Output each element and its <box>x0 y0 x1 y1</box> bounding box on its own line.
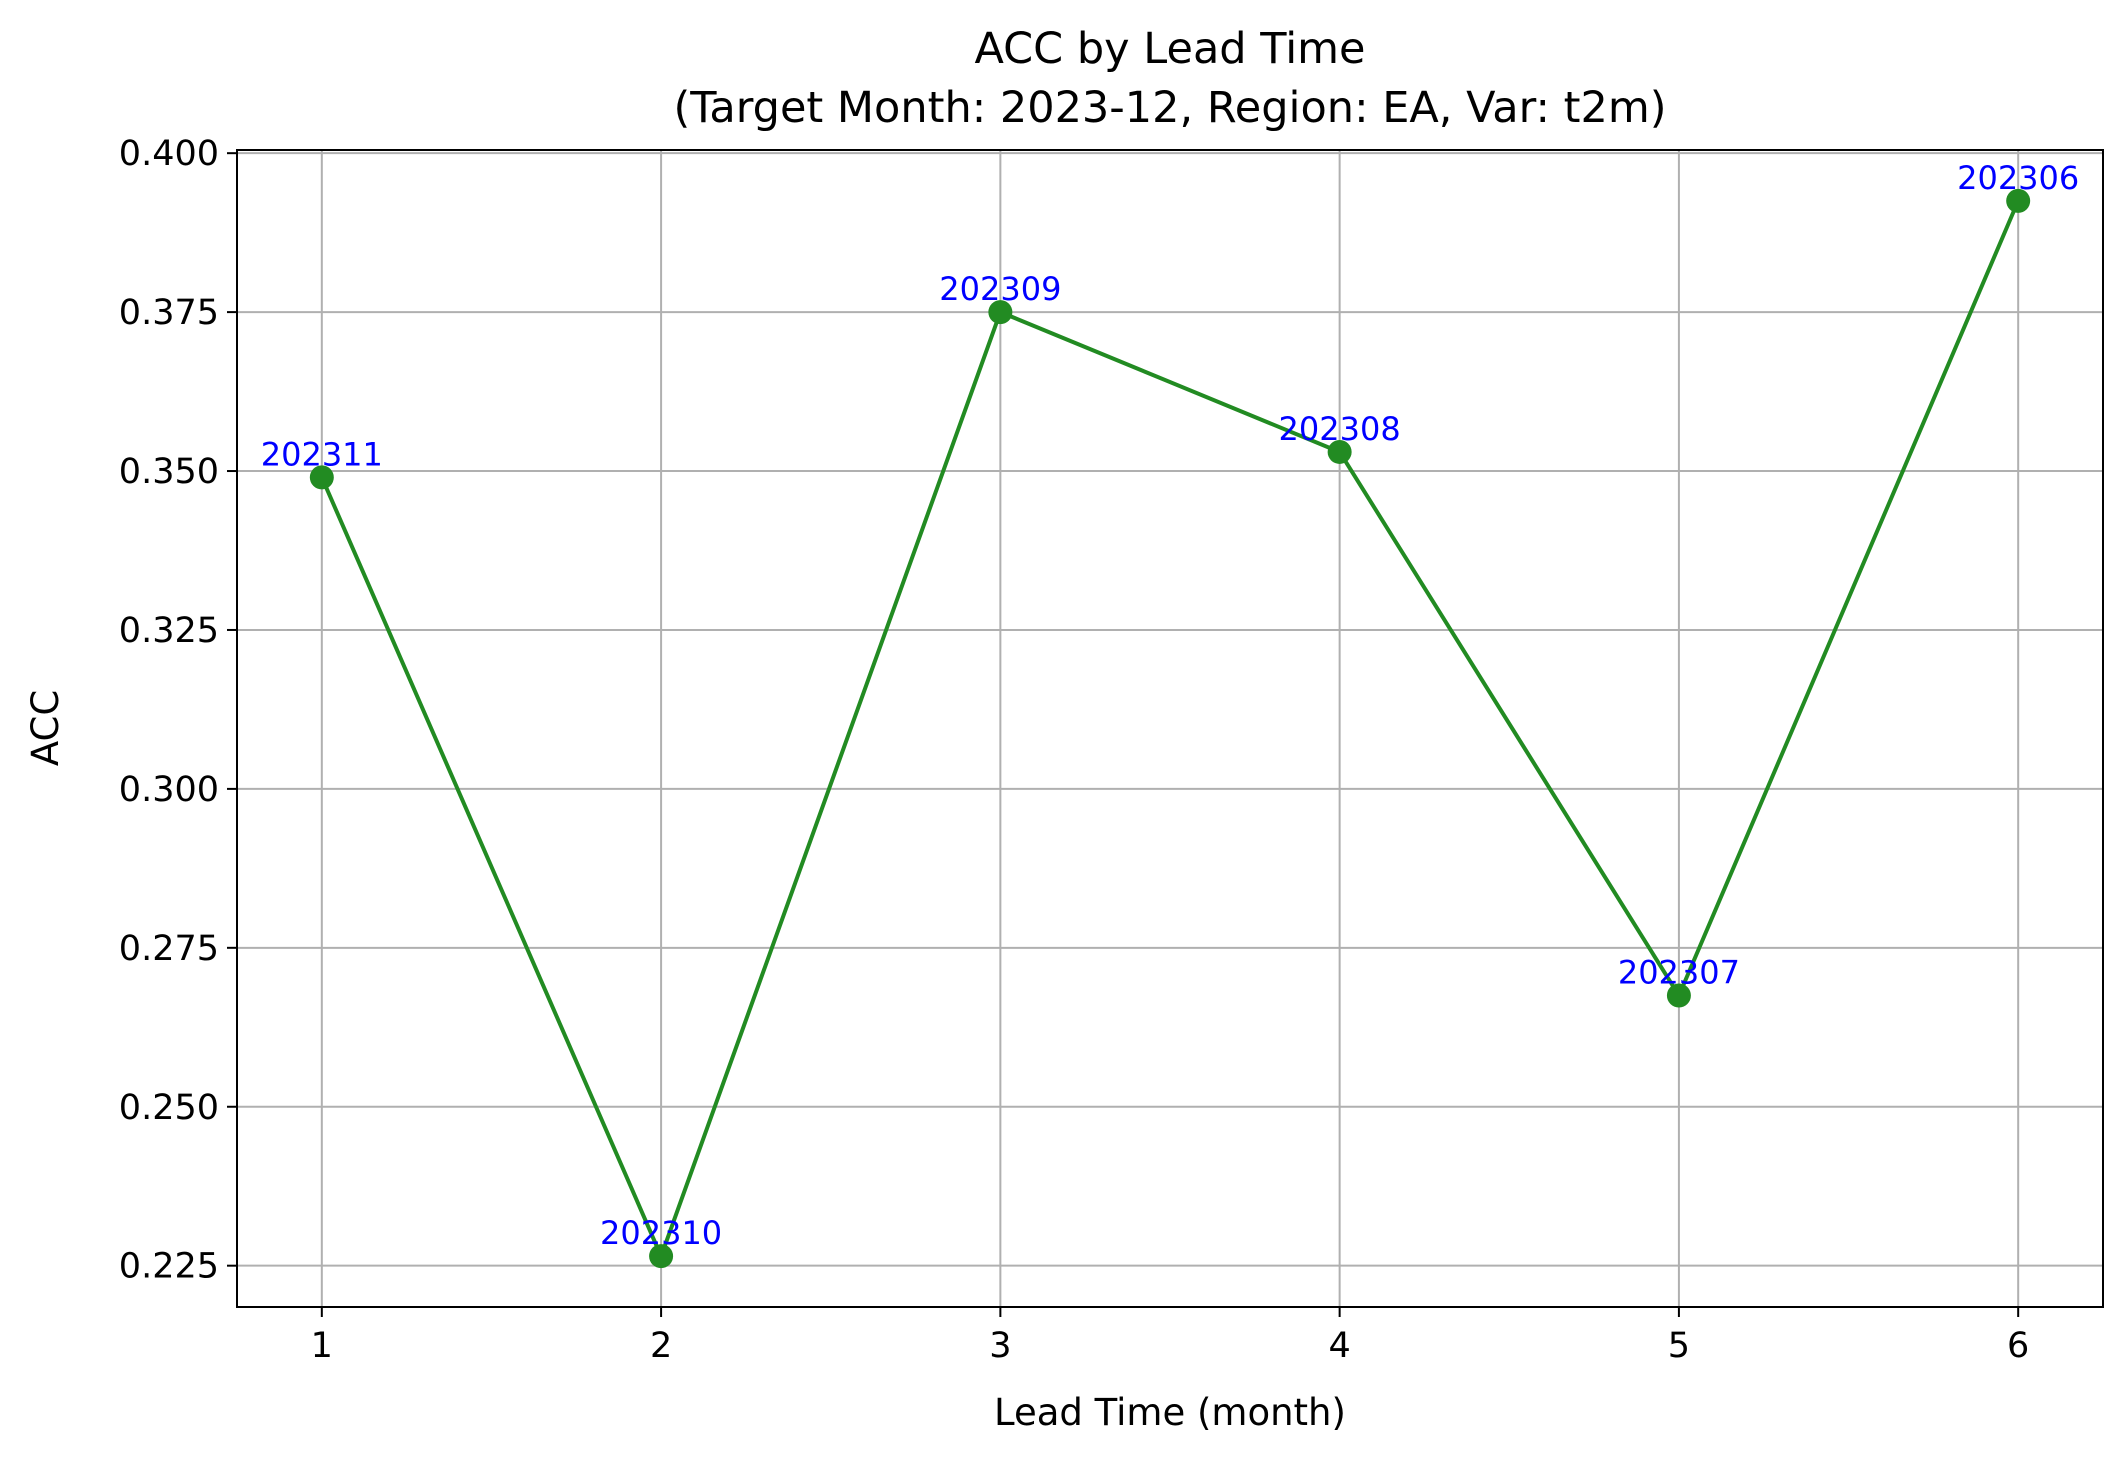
y-tick-label: 0.275 <box>119 929 219 969</box>
y-tick-label: 0.250 <box>119 1088 219 1128</box>
chart-title-line-2: (Target Month: 2023-12, Region: EA, Var:… <box>673 83 1666 133</box>
data-point <box>309 465 334 490</box>
data-point-label: 202307 <box>1618 954 1740 992</box>
axis-ticks: 1 2 3 4 5 6 0.225 0.250 0.275 0.300 0.325 0.350 0.37… <box>119 134 2030 1366</box>
x-tick-label: 1 <box>311 1326 333 1366</box>
y-tick-label: 0.400 <box>119 134 219 174</box>
data-point <box>649 1244 674 1269</box>
y-tick-label: 0.325 <box>119 611 219 651</box>
data-point <box>1666 983 1691 1008</box>
data-point <box>2006 188 2031 213</box>
x-tick-label: 3 <box>989 1326 1011 1366</box>
y-axis-label: ACC <box>24 690 67 766</box>
series-line <box>319 200 2021 1259</box>
data-point-label: 202309 <box>939 270 1061 308</box>
grid <box>237 150 2103 1307</box>
data-point-label: 202310 <box>600 1214 722 1252</box>
x-tick-label: 5 <box>1668 1326 1690 1366</box>
x-tick-label: 2 <box>650 1326 672 1366</box>
data-point-label: 202308 <box>1279 410 1401 448</box>
y-tick-label: 0.350 <box>119 452 219 492</box>
data-point <box>1327 439 1352 464</box>
y-tick-label: 0.375 <box>119 293 219 333</box>
y-tick-label: 0.300 <box>119 770 219 810</box>
chart-title-line-1: ACC by Lead Time <box>975 24 1366 74</box>
series-group: 202311 202310 202309 202308 202307 202306 <box>261 159 2079 1269</box>
data-point <box>988 300 1013 325</box>
data-point-label: 202306 <box>1957 159 2079 197</box>
data-point-label: 202311 <box>261 435 383 473</box>
plot-frame <box>236 149 2104 1308</box>
x-axis-label: Lead Time (month) <box>994 1391 1346 1434</box>
y-tick-label: 0.225 <box>119 1247 219 1287</box>
x-tick-label: 4 <box>1328 1326 1350 1366</box>
x-tick-label: 6 <box>2007 1326 2029 1366</box>
